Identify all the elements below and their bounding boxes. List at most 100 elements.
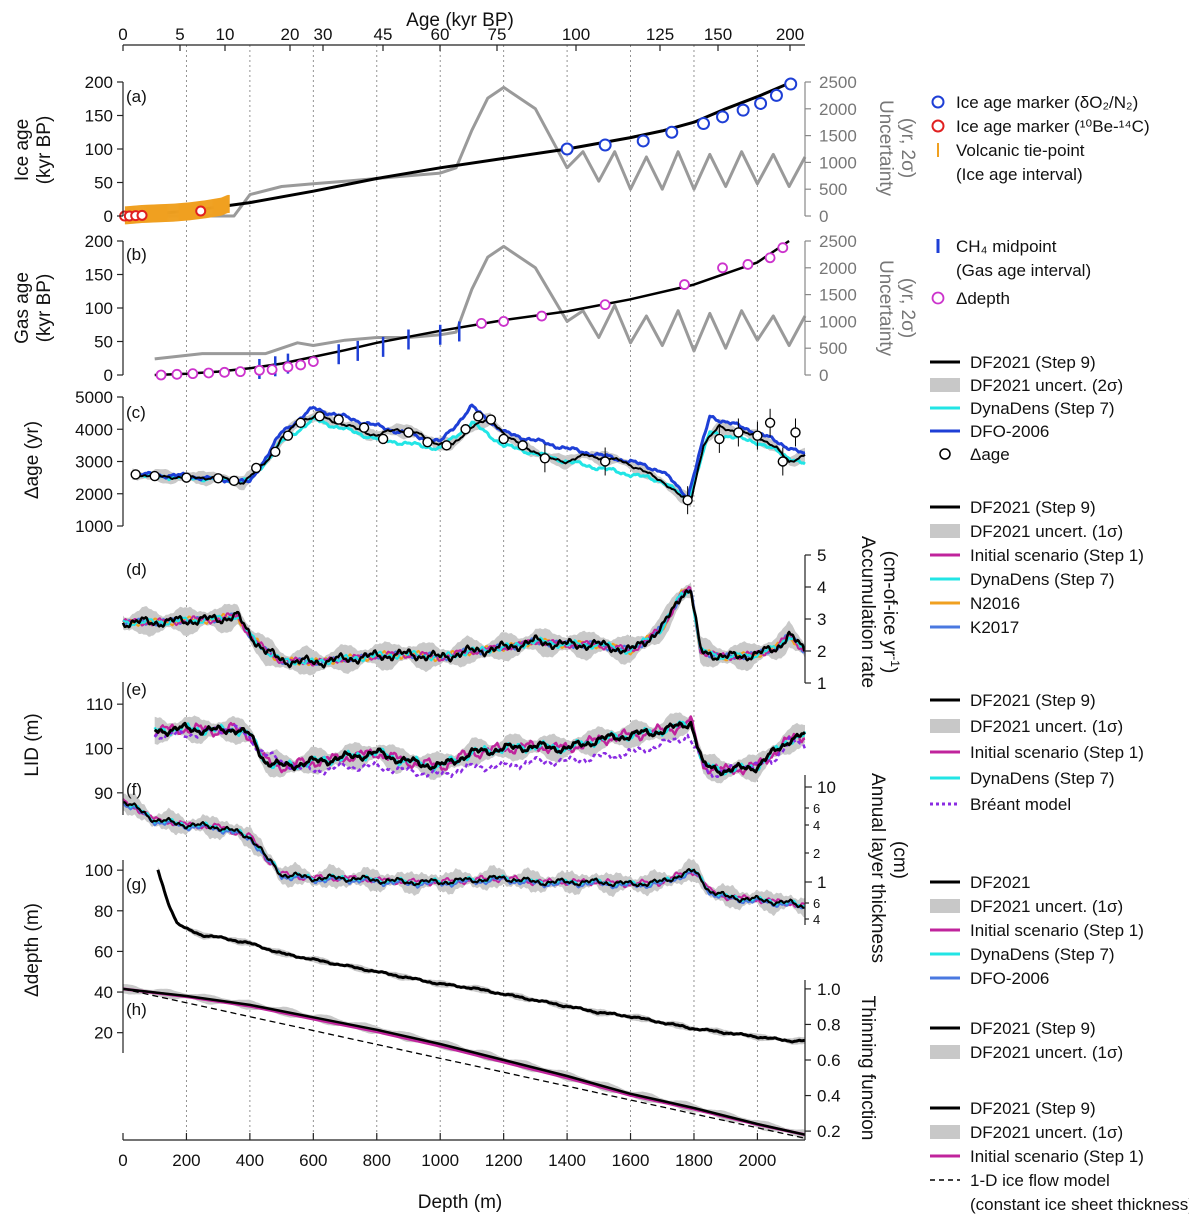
dage-marker (314, 411, 325, 422)
ddepth-marker (203, 367, 215, 379)
dage-marker (228, 475, 240, 487)
ddepth-marker (742, 259, 754, 270)
legend-item-f: DFO-2006 (930, 969, 1049, 988)
y-tick-label-c: 4000 (75, 420, 113, 439)
legend-label: Initial scenario (Step 1) (970, 546, 1144, 565)
legend-label: N2016 (970, 594, 1020, 613)
right-tick-label-b: 1000 (819, 312, 857, 331)
legend-item-f: DF2021 (930, 873, 1030, 892)
legend-item-c: DF2021 uncert. (2σ) (930, 376, 1123, 395)
legend-swatch-circle (939, 448, 951, 460)
legend-label: Bréant model (970, 795, 1071, 814)
depth-tick-label: 600 (299, 1151, 327, 1170)
do2n2-marker (598, 138, 612, 152)
legend-item-e: DF2021 uncert. (1σ) (930, 717, 1123, 736)
legend-swatch-band (930, 1045, 960, 1059)
legend-item-e: Initial scenario (Step 1) (930, 743, 1144, 762)
right-tick-label-d: 4 (817, 578, 826, 597)
depth-tick-label: 0 (118, 1151, 127, 1170)
dage-marker (733, 427, 744, 438)
y-tick-label-g: 60 (94, 942, 113, 961)
legend-item-c: DynaDens (Step 7) (930, 399, 1115, 418)
legend-label: DynaDens (Step 7) (970, 945, 1115, 964)
dage-marker (403, 427, 414, 438)
legend-item-d: K2017 (930, 618, 1019, 637)
legend-item-c: DFO-2006 (930, 422, 1049, 441)
ddepth-marker (282, 361, 294, 373)
dage-marker (752, 430, 763, 441)
legend-label: DF2021 uncert. (1σ) (970, 897, 1123, 916)
dage-marker (599, 456, 611, 467)
legend-item-d: DynaDens (Step 7) (930, 570, 1115, 589)
do2n2-marker (696, 117, 710, 131)
legend-label: DFO-2006 (970, 969, 1049, 988)
top-tick-label: 30 (314, 25, 333, 44)
legend-item-g: DF2021 uncert. (1σ) (930, 1043, 1123, 1062)
data-markers (119, 77, 801, 515)
legend-label-line2: (Ice age interval) (956, 165, 1083, 184)
legend-item-ab: Volcanic tie-point (Ice age interval) (937, 141, 1085, 184)
ddepth-marker (295, 359, 307, 371)
dage-marker (777, 456, 788, 467)
df2021-line-g (156, 869, 806, 1044)
dage-marker (460, 424, 471, 435)
ylabel-g: Δdepth (m) (22, 903, 43, 997)
ylabel-a-line1: Ice age (12, 119, 33, 181)
legend-swatch-band (930, 1125, 960, 1139)
legend-label: Δdepth (956, 289, 1010, 308)
right-label-a-line1: Uncertainty (875, 100, 896, 197)
legend-label: DynaDens (Step 7) (970, 399, 1115, 418)
y-tick-label-g: 20 (94, 1024, 113, 1043)
right-tick-label-a: 2500 (819, 73, 857, 92)
do2n2-marker (636, 134, 650, 148)
right-minor-tick-label-f: 4 (813, 818, 820, 833)
legend-item-d: DF2021 uncert. (1σ) (930, 522, 1123, 541)
legend-label: DF2021 (Step 9) (970, 498, 1096, 517)
legend-label: Initial scenario (Step 1) (970, 1147, 1144, 1166)
right-tick-label-a: 1000 (819, 153, 857, 172)
right-tick-label-d: 3 (817, 610, 826, 629)
dage-marker (270, 446, 281, 458)
uncertainty-curve-b (154, 244, 807, 361)
legend-label: Initial scenario (Step 1) (970, 743, 1144, 762)
panel-letter-f: (f) (126, 780, 142, 799)
y-tick-label-g: 80 (94, 902, 113, 921)
top-tick-label: 100 (562, 25, 590, 44)
right-tick-label-f: 10 (817, 778, 836, 797)
top-tick-label: 20 (281, 25, 300, 44)
legend-item-d: Initial scenario (Step 1) (930, 546, 1144, 565)
dage-marker (498, 433, 509, 445)
y-tick-label-b: 100 (85, 299, 113, 318)
right-tick-label-d: 2 (817, 642, 826, 661)
dage-marker (333, 414, 344, 425)
right-tick-label-b: 1500 (819, 286, 857, 305)
do2n2-marker (736, 103, 750, 117)
depth-tick-label: 1200 (485, 1151, 523, 1170)
ylabel-e: LID (m) (22, 713, 43, 776)
dage-marker (485, 414, 497, 425)
right-tick-label-a: 0 (819, 207, 828, 226)
ice-age-line-a (122, 81, 790, 218)
df2021-line-d (121, 589, 806, 669)
right-tick-label-f: 1 (817, 873, 826, 892)
ylabel-c: Δage (yr) (22, 421, 43, 499)
do2n2-marker (769, 88, 783, 102)
dage-marker (422, 436, 433, 448)
legends: Ice age marker (δO₂/N₂) Ice age marker (¹… (930, 93, 1189, 1214)
dage-marker (473, 411, 484, 422)
legend-label: DF2021 (Step 9) (970, 353, 1096, 372)
y-tick-label-c: 2000 (75, 485, 113, 504)
ddepth-marker (476, 318, 487, 329)
dage-marker (251, 462, 262, 474)
panel-letter-g: (g) (126, 875, 147, 894)
legend-label: Ice age marker (δO₂/N₂) (956, 93, 1138, 112)
y-tick-label-e: 90 (94, 784, 113, 803)
legend-label: DF2021 (Step 9) (970, 1019, 1096, 1038)
panel-letter-h: (h) (126, 1000, 147, 1019)
y-tick-label-g: 100 (85, 861, 113, 880)
right-tick-label-h: 1.0 (817, 980, 841, 999)
uncertainty-curve-a (123, 85, 807, 218)
right-minor-tick-label-f: 6 (813, 801, 820, 816)
panel-letter-a: (a) (126, 87, 147, 106)
